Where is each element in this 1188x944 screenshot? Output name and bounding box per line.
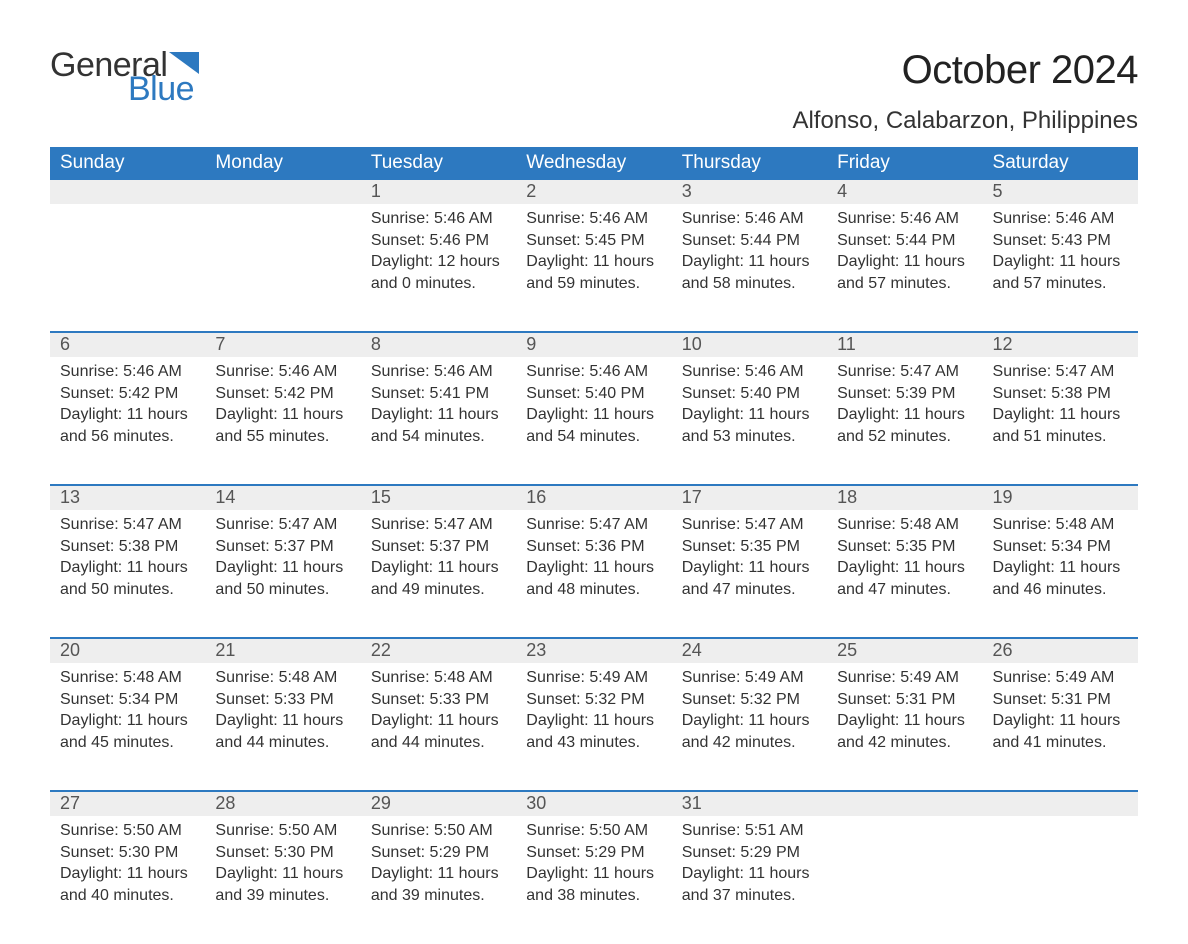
content-row: Sunrise: 5:46 AMSunset: 5:46 PMDaylight:… [50, 204, 1138, 332]
day-number-cell: 28 [205, 791, 360, 816]
day-number-cell: 17 [672, 485, 827, 510]
day-number-cell: 16 [516, 485, 671, 510]
day-content-cell: Sunrise: 5:46 AMSunset: 5:40 PMDaylight:… [672, 357, 827, 485]
day-content-cell: Sunrise: 5:47 AMSunset: 5:37 PMDaylight:… [361, 510, 516, 638]
day-header: Friday [827, 147, 982, 180]
day-number-cell: 13 [50, 485, 205, 510]
day-content-cell: Sunrise: 5:46 AMSunset: 5:46 PMDaylight:… [361, 204, 516, 332]
day-content-cell: Sunrise: 5:50 AMSunset: 5:30 PMDaylight:… [50, 816, 205, 944]
content-row: Sunrise: 5:48 AMSunset: 5:34 PMDaylight:… [50, 663, 1138, 791]
day-number-cell: 10 [672, 332, 827, 357]
daynum-row: 20212223242526 [50, 638, 1138, 663]
day-content-cell: Sunrise: 5:47 AMSunset: 5:38 PMDaylight:… [50, 510, 205, 638]
day-number-cell: 30 [516, 791, 671, 816]
day-number-cell: 14 [205, 485, 360, 510]
day-content-cell: Sunrise: 5:47 AMSunset: 5:39 PMDaylight:… [827, 357, 982, 485]
title-block: October 2024 Alfonso, Calabarzon, Philip… [792, 48, 1138, 135]
day-number-cell: 8 [361, 332, 516, 357]
daynum-row: 13141516171819 [50, 485, 1138, 510]
day-content-cell: Sunrise: 5:47 AMSunset: 5:35 PMDaylight:… [672, 510, 827, 638]
day-content-cell: Sunrise: 5:46 AMSunset: 5:43 PMDaylight:… [983, 204, 1138, 332]
day-content-cell: Sunrise: 5:48 AMSunset: 5:35 PMDaylight:… [827, 510, 982, 638]
month-title: October 2024 [792, 48, 1138, 93]
day-content-cell: Sunrise: 5:47 AMSunset: 5:38 PMDaylight:… [983, 357, 1138, 485]
day-number-cell [827, 791, 982, 816]
day-number-cell: 15 [361, 485, 516, 510]
day-content-cell: Sunrise: 5:46 AMSunset: 5:44 PMDaylight:… [672, 204, 827, 332]
day-number-cell: 26 [983, 638, 1138, 663]
calendar-table: SundayMondayTuesdayWednesdayThursdayFrid… [50, 147, 1138, 944]
day-number-cell: 24 [672, 638, 827, 663]
day-number-cell: 21 [205, 638, 360, 663]
day-number-cell: 29 [361, 791, 516, 816]
day-number-cell: 9 [516, 332, 671, 357]
day-number-cell: 4 [827, 180, 982, 204]
logo-text-blue: Blue [128, 72, 199, 106]
header: General Blue October 2024 Alfonso, Calab… [50, 48, 1138, 135]
day-number-cell: 27 [50, 791, 205, 816]
day-number-cell: 6 [50, 332, 205, 357]
day-number-cell: 19 [983, 485, 1138, 510]
day-content-cell: Sunrise: 5:48 AMSunset: 5:34 PMDaylight:… [983, 510, 1138, 638]
day-header: Wednesday [516, 147, 671, 180]
day-number-cell: 23 [516, 638, 671, 663]
day-content-cell: Sunrise: 5:46 AMSunset: 5:44 PMDaylight:… [827, 204, 982, 332]
day-content-cell: Sunrise: 5:50 AMSunset: 5:30 PMDaylight:… [205, 816, 360, 944]
content-row: Sunrise: 5:50 AMSunset: 5:30 PMDaylight:… [50, 816, 1138, 944]
day-number-cell: 2 [516, 180, 671, 204]
day-content-cell: Sunrise: 5:48 AMSunset: 5:33 PMDaylight:… [205, 663, 360, 791]
day-content-cell: Sunrise: 5:46 AMSunset: 5:45 PMDaylight:… [516, 204, 671, 332]
day-content-cell [983, 816, 1138, 944]
day-number-cell: 25 [827, 638, 982, 663]
day-header: Saturday [983, 147, 1138, 180]
day-header: Monday [205, 147, 360, 180]
content-row: Sunrise: 5:47 AMSunset: 5:38 PMDaylight:… [50, 510, 1138, 638]
day-content-cell: Sunrise: 5:46 AMSunset: 5:42 PMDaylight:… [50, 357, 205, 485]
daynum-row: 12345 [50, 180, 1138, 204]
day-content-cell: Sunrise: 5:51 AMSunset: 5:29 PMDaylight:… [672, 816, 827, 944]
day-content-cell: Sunrise: 5:46 AMSunset: 5:40 PMDaylight:… [516, 357, 671, 485]
day-content-cell: Sunrise: 5:48 AMSunset: 5:33 PMDaylight:… [361, 663, 516, 791]
day-content-cell [205, 204, 360, 332]
day-number-cell [205, 180, 360, 204]
logo: General Blue [50, 48, 199, 106]
day-number-cell: 20 [50, 638, 205, 663]
day-number-cell [50, 180, 205, 204]
day-number-cell: 12 [983, 332, 1138, 357]
day-content-cell: Sunrise: 5:49 AMSunset: 5:31 PMDaylight:… [983, 663, 1138, 791]
day-content-cell: Sunrise: 5:46 AMSunset: 5:41 PMDaylight:… [361, 357, 516, 485]
day-number-cell: 22 [361, 638, 516, 663]
day-number-cell: 11 [827, 332, 982, 357]
day-header: Thursday [672, 147, 827, 180]
day-content-cell: Sunrise: 5:49 AMSunset: 5:31 PMDaylight:… [827, 663, 982, 791]
day-number-cell: 3 [672, 180, 827, 204]
day-number-cell [983, 791, 1138, 816]
day-content-cell: Sunrise: 5:46 AMSunset: 5:42 PMDaylight:… [205, 357, 360, 485]
location: Alfonso, Calabarzon, Philippines [792, 107, 1138, 135]
day-header-row: SundayMondayTuesdayWednesdayThursdayFrid… [50, 147, 1138, 180]
day-content-cell: Sunrise: 5:47 AMSunset: 5:37 PMDaylight:… [205, 510, 360, 638]
day-number-cell: 18 [827, 485, 982, 510]
day-number-cell: 5 [983, 180, 1138, 204]
day-content-cell: Sunrise: 5:48 AMSunset: 5:34 PMDaylight:… [50, 663, 205, 791]
daynum-row: 2728293031 [50, 791, 1138, 816]
day-content-cell: Sunrise: 5:49 AMSunset: 5:32 PMDaylight:… [672, 663, 827, 791]
day-header: Tuesday [361, 147, 516, 180]
day-number-cell: 1 [361, 180, 516, 204]
day-content-cell: Sunrise: 5:49 AMSunset: 5:32 PMDaylight:… [516, 663, 671, 791]
content-row: Sunrise: 5:46 AMSunset: 5:42 PMDaylight:… [50, 357, 1138, 485]
day-content-cell: Sunrise: 5:50 AMSunset: 5:29 PMDaylight:… [361, 816, 516, 944]
day-content-cell: Sunrise: 5:50 AMSunset: 5:29 PMDaylight:… [516, 816, 671, 944]
day-number-cell: 31 [672, 791, 827, 816]
day-header: Sunday [50, 147, 205, 180]
day-content-cell [827, 816, 982, 944]
daynum-row: 6789101112 [50, 332, 1138, 357]
day-content-cell [50, 204, 205, 332]
day-content-cell: Sunrise: 5:47 AMSunset: 5:36 PMDaylight:… [516, 510, 671, 638]
day-number-cell: 7 [205, 332, 360, 357]
